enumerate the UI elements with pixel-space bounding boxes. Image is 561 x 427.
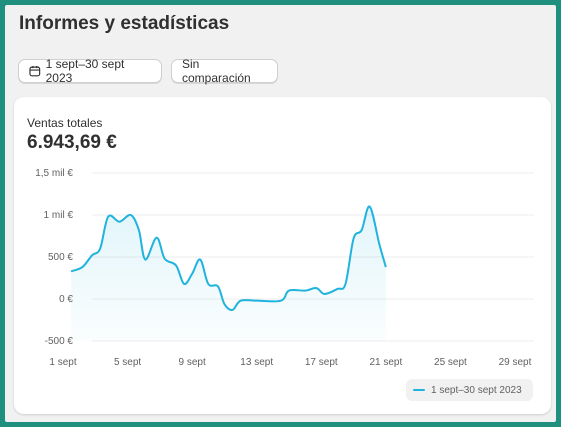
x-tick-label: 25 sept <box>434 357 467 368</box>
x-tick-label: 29 sept <box>499 357 532 368</box>
page-title: Informes y estadísticas <box>19 13 230 34</box>
metric-value: 6.943,69 € <box>27 132 117 153</box>
y-tick-label: 1,5 mil € <box>35 168 73 179</box>
series-area <box>71 206 386 341</box>
y-tick-label: 500 € <box>48 252 73 263</box>
sales-line-chart: 1,5 mil € 1 mil € 500 € 0 € -500 € 1 sept 5 s… <box>35 168 534 368</box>
y-tick-label: 1 mil € <box>44 210 74 221</box>
date-range-button[interactable]: 1 sept–30 sept 2023 <box>18 57 162 85</box>
calendar-icon <box>29 65 41 77</box>
metric-label: Ventas totales <box>27 116 103 130</box>
app-frame: Informes y estadísticas 1 sept–30 sept 2… <box>5 5 556 422</box>
x-tick-label: 1 sept <box>49 357 76 368</box>
x-tick-label: 17 sept <box>305 357 338 368</box>
y-tick-label: 0 € <box>59 294 73 305</box>
legend-label: 1 sept–30 sept 2023 <box>431 384 522 396</box>
legend-swatch <box>413 389 425 391</box>
x-tick-label: 9 sept <box>179 357 206 368</box>
y-tick-label: -500 € <box>45 336 74 347</box>
x-tick-label: 21 sept <box>369 357 402 368</box>
sales-chart-card: Ventas totales 6.943,69 € 1,5 mil € 1 mil… <box>14 97 551 414</box>
series-line <box>70 205 387 311</box>
x-tick-label: 5 sept <box>114 357 141 368</box>
comparison-button[interactable]: Sin comparación <box>171 57 278 85</box>
x-tick-label: 13 sept <box>240 357 273 368</box>
comparison-label: Sin comparación <box>182 57 251 85</box>
date-range-label: 1 sept–30 sept 2023 <box>45 57 125 85</box>
chart-legend: 1 sept–30 sept 2023 <box>406 379 533 401</box>
